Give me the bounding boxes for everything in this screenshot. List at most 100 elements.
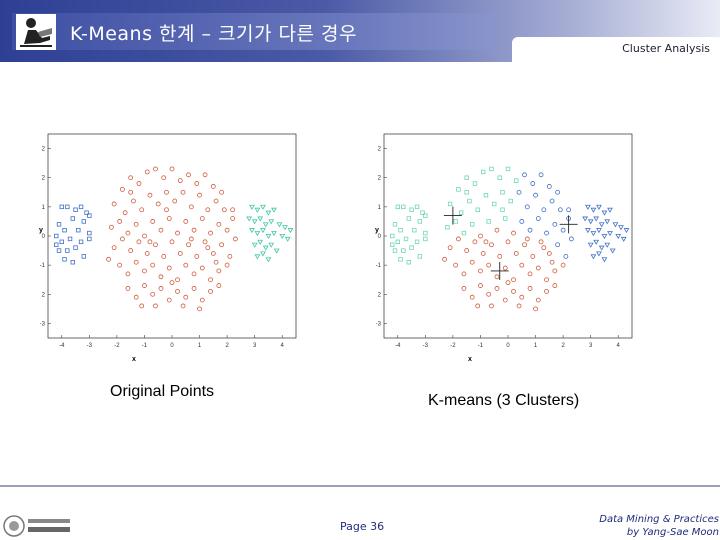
y-tick-label: 2 bbox=[42, 292, 46, 298]
data-point bbox=[120, 186, 125, 192]
data-point bbox=[555, 242, 561, 248]
data-point bbox=[395, 204, 400, 210]
data-point bbox=[604, 242, 611, 248]
data-point bbox=[257, 216, 264, 222]
data-point bbox=[144, 251, 150, 256]
data-point bbox=[472, 181, 478, 186]
data-point bbox=[111, 245, 117, 251]
data-point bbox=[538, 239, 544, 245]
data-point bbox=[403, 236, 409, 242]
y-tick-label: 0 bbox=[378, 234, 382, 240]
data-point bbox=[557, 207, 563, 213]
data-point bbox=[530, 181, 536, 186]
data-point bbox=[210, 251, 216, 256]
data-point bbox=[445, 225, 450, 230]
data-point bbox=[390, 233, 395, 239]
data-point bbox=[197, 192, 202, 198]
scatter-plot-original: -4 -3 -2 -1 0 1 2 3 4 2 2 1 0 -1 2 -3 x y bbox=[39, 133, 297, 363]
data-point bbox=[147, 239, 153, 245]
data-point bbox=[284, 236, 291, 242]
data-point bbox=[549, 259, 555, 265]
data-point bbox=[486, 291, 492, 297]
data-point bbox=[265, 210, 272, 216]
data-point bbox=[108, 224, 114, 230]
data-point bbox=[180, 303, 186, 309]
data-point bbox=[150, 291, 156, 297]
data-point bbox=[153, 166, 158, 172]
data-point bbox=[598, 222, 605, 228]
data-point bbox=[609, 248, 616, 254]
data-point bbox=[216, 283, 222, 288]
x-tick-label: 0 bbox=[506, 343, 510, 349]
x-tick-label: 4 bbox=[617, 343, 621, 349]
data-point bbox=[469, 259, 475, 265]
data-point bbox=[183, 294, 189, 300]
data-point bbox=[596, 228, 602, 234]
data-point bbox=[423, 230, 428, 236]
data-point bbox=[84, 210, 89, 215]
y-tick-label: -3 bbox=[376, 321, 382, 327]
data-point bbox=[62, 257, 67, 262]
data-point bbox=[420, 210, 425, 215]
data-point bbox=[453, 262, 459, 268]
data-point bbox=[78, 239, 84, 245]
data-point bbox=[191, 271, 197, 277]
data-point bbox=[519, 294, 525, 300]
data-point bbox=[601, 257, 608, 263]
data-point bbox=[604, 219, 611, 225]
data-point bbox=[447, 245, 453, 251]
data-point bbox=[199, 265, 205, 271]
data-point bbox=[271, 207, 277, 213]
x-tick-label: 0 bbox=[170, 343, 174, 349]
data-point bbox=[461, 271, 467, 277]
data-point bbox=[67, 236, 73, 242]
data-point bbox=[560, 262, 566, 268]
data-point bbox=[249, 204, 255, 210]
data-point bbox=[527, 271, 533, 277]
data-point bbox=[519, 262, 525, 268]
data-point bbox=[535, 265, 541, 271]
x-tick-label: 2 bbox=[561, 343, 565, 349]
data-point bbox=[406, 260, 411, 265]
data-point bbox=[194, 253, 200, 259]
data-point bbox=[260, 251, 266, 257]
x-tick-label: 1 bbox=[534, 343, 538, 349]
data-point bbox=[150, 262, 156, 268]
data-point bbox=[566, 207, 572, 213]
data-point bbox=[254, 231, 261, 237]
data-point bbox=[202, 239, 208, 245]
data-point bbox=[125, 230, 131, 236]
data-point bbox=[478, 283, 483, 288]
data-point bbox=[568, 236, 574, 242]
data-point bbox=[516, 189, 522, 195]
data-point bbox=[538, 172, 544, 178]
data-point bbox=[494, 286, 500, 291]
data-point bbox=[139, 303, 145, 309]
data-point bbox=[73, 207, 78, 212]
data-point bbox=[260, 204, 266, 210]
caption-original-points: Original Points bbox=[110, 383, 215, 400]
data-point bbox=[587, 219, 594, 225]
data-point bbox=[59, 239, 64, 245]
data-point bbox=[511, 288, 516, 294]
data-point bbox=[73, 245, 78, 250]
data-point bbox=[183, 219, 189, 224]
data-point bbox=[533, 192, 538, 198]
data-point bbox=[169, 166, 175, 172]
data-point bbox=[169, 239, 175, 245]
data-point bbox=[166, 216, 172, 221]
data-point bbox=[224, 227, 230, 233]
data-point bbox=[254, 207, 261, 213]
data-point bbox=[472, 239, 478, 245]
data-point bbox=[202, 172, 208, 178]
data-point bbox=[210, 184, 216, 189]
data-point bbox=[401, 248, 406, 253]
data-point bbox=[139, 207, 145, 213]
section-subtitle: Cluster Analysis bbox=[622, 42, 710, 55]
data-point bbox=[414, 204, 420, 210]
data-point bbox=[392, 248, 398, 253]
data-point bbox=[467, 198, 472, 204]
data-point bbox=[273, 248, 280, 254]
data-point bbox=[527, 227, 533, 233]
data-point bbox=[65, 204, 70, 210]
